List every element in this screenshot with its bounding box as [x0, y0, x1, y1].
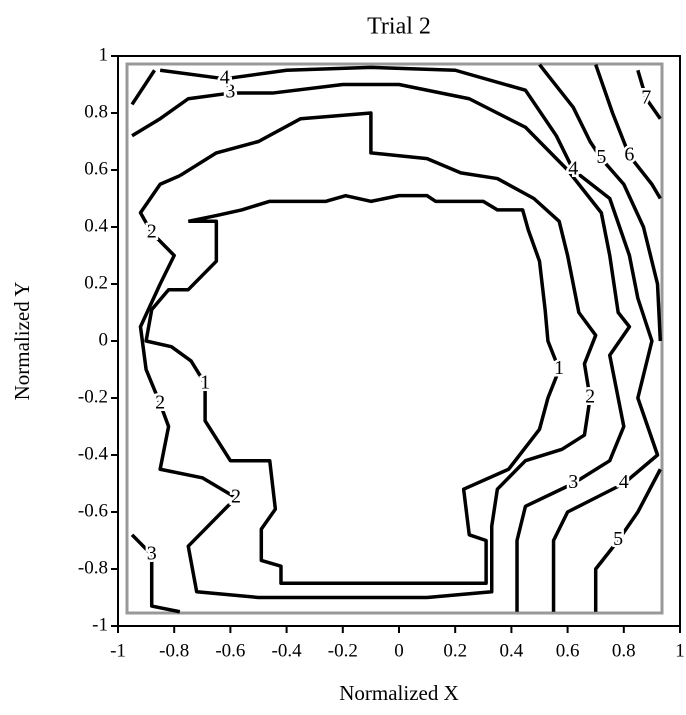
y-tick-label: -0.2 — [78, 386, 108, 407]
x-tick-label: 0.8 — [612, 640, 636, 661]
contour-label: 6 — [624, 143, 634, 165]
contour-line — [159, 65, 660, 612]
x-tick-label: -0.2 — [328, 640, 358, 661]
contour-line — [144, 193, 561, 585]
x-tick-label: -0.8 — [159, 640, 189, 661]
plot-frame — [117, 55, 681, 627]
contour-label: 1 — [200, 371, 210, 393]
contour-line — [131, 82, 632, 612]
contour-label: 7 — [641, 86, 651, 108]
x-tick-label: -0.4 — [272, 640, 303, 661]
y-tick-label: 0.2 — [84, 272, 108, 293]
contour-label: 3 — [568, 471, 578, 493]
y-tick-label: -0.6 — [78, 500, 108, 521]
x-tick-label: 1 — [675, 640, 685, 661]
y-tick-label: -1 — [92, 614, 108, 635]
x-tick-label: 0 — [394, 640, 404, 661]
contour-line — [636, 69, 662, 120]
y-tick-label: 0.8 — [84, 101, 108, 122]
contour-label: 2 — [147, 220, 157, 242]
contour-line — [538, 63, 663, 342]
contour-label: 1 — [554, 357, 564, 379]
y-tick-label: 0.4 — [84, 215, 108, 236]
contour-label: 2 — [155, 391, 165, 413]
contour-label: 3 — [225, 81, 235, 103]
inner-frame — [125, 62, 664, 615]
chart-title: Trial 2 — [367, 14, 431, 40]
contour-label: 2 — [231, 485, 241, 507]
contour-line — [593, 468, 662, 612]
contour-label: 5 — [596, 146, 606, 168]
contour-label: 5 — [613, 528, 623, 550]
x-tick-label: -0.6 — [215, 640, 245, 661]
contour-label: 4 — [619, 471, 629, 493]
y-tick-label: -0.8 — [78, 557, 108, 578]
y-tick-label: 0.6 — [84, 158, 108, 179]
contour-label: 4 — [568, 158, 578, 180]
y-tick-label: -0.4 — [78, 443, 109, 464]
x-tick-label: -1 — [110, 640, 126, 661]
contour-line — [130, 533, 181, 614]
contour-label: 2 — [585, 386, 595, 408]
x-axis-title: Normalized X — [339, 681, 459, 705]
x-tick-label: 0.2 — [443, 640, 467, 661]
contour-label: 4 — [220, 66, 230, 88]
contour-label: 3 — [147, 542, 157, 564]
contour-line — [594, 63, 662, 200]
x-tick-label: 0.6 — [556, 640, 580, 661]
y-tick-label: 1 — [99, 44, 109, 65]
x-tick-label: 0.4 — [500, 640, 524, 661]
contour-line — [130, 69, 156, 106]
y-axis-title: Normalized Y — [10, 282, 34, 401]
y-tick-label: 0 — [99, 329, 109, 350]
contour-line — [138, 111, 598, 600]
